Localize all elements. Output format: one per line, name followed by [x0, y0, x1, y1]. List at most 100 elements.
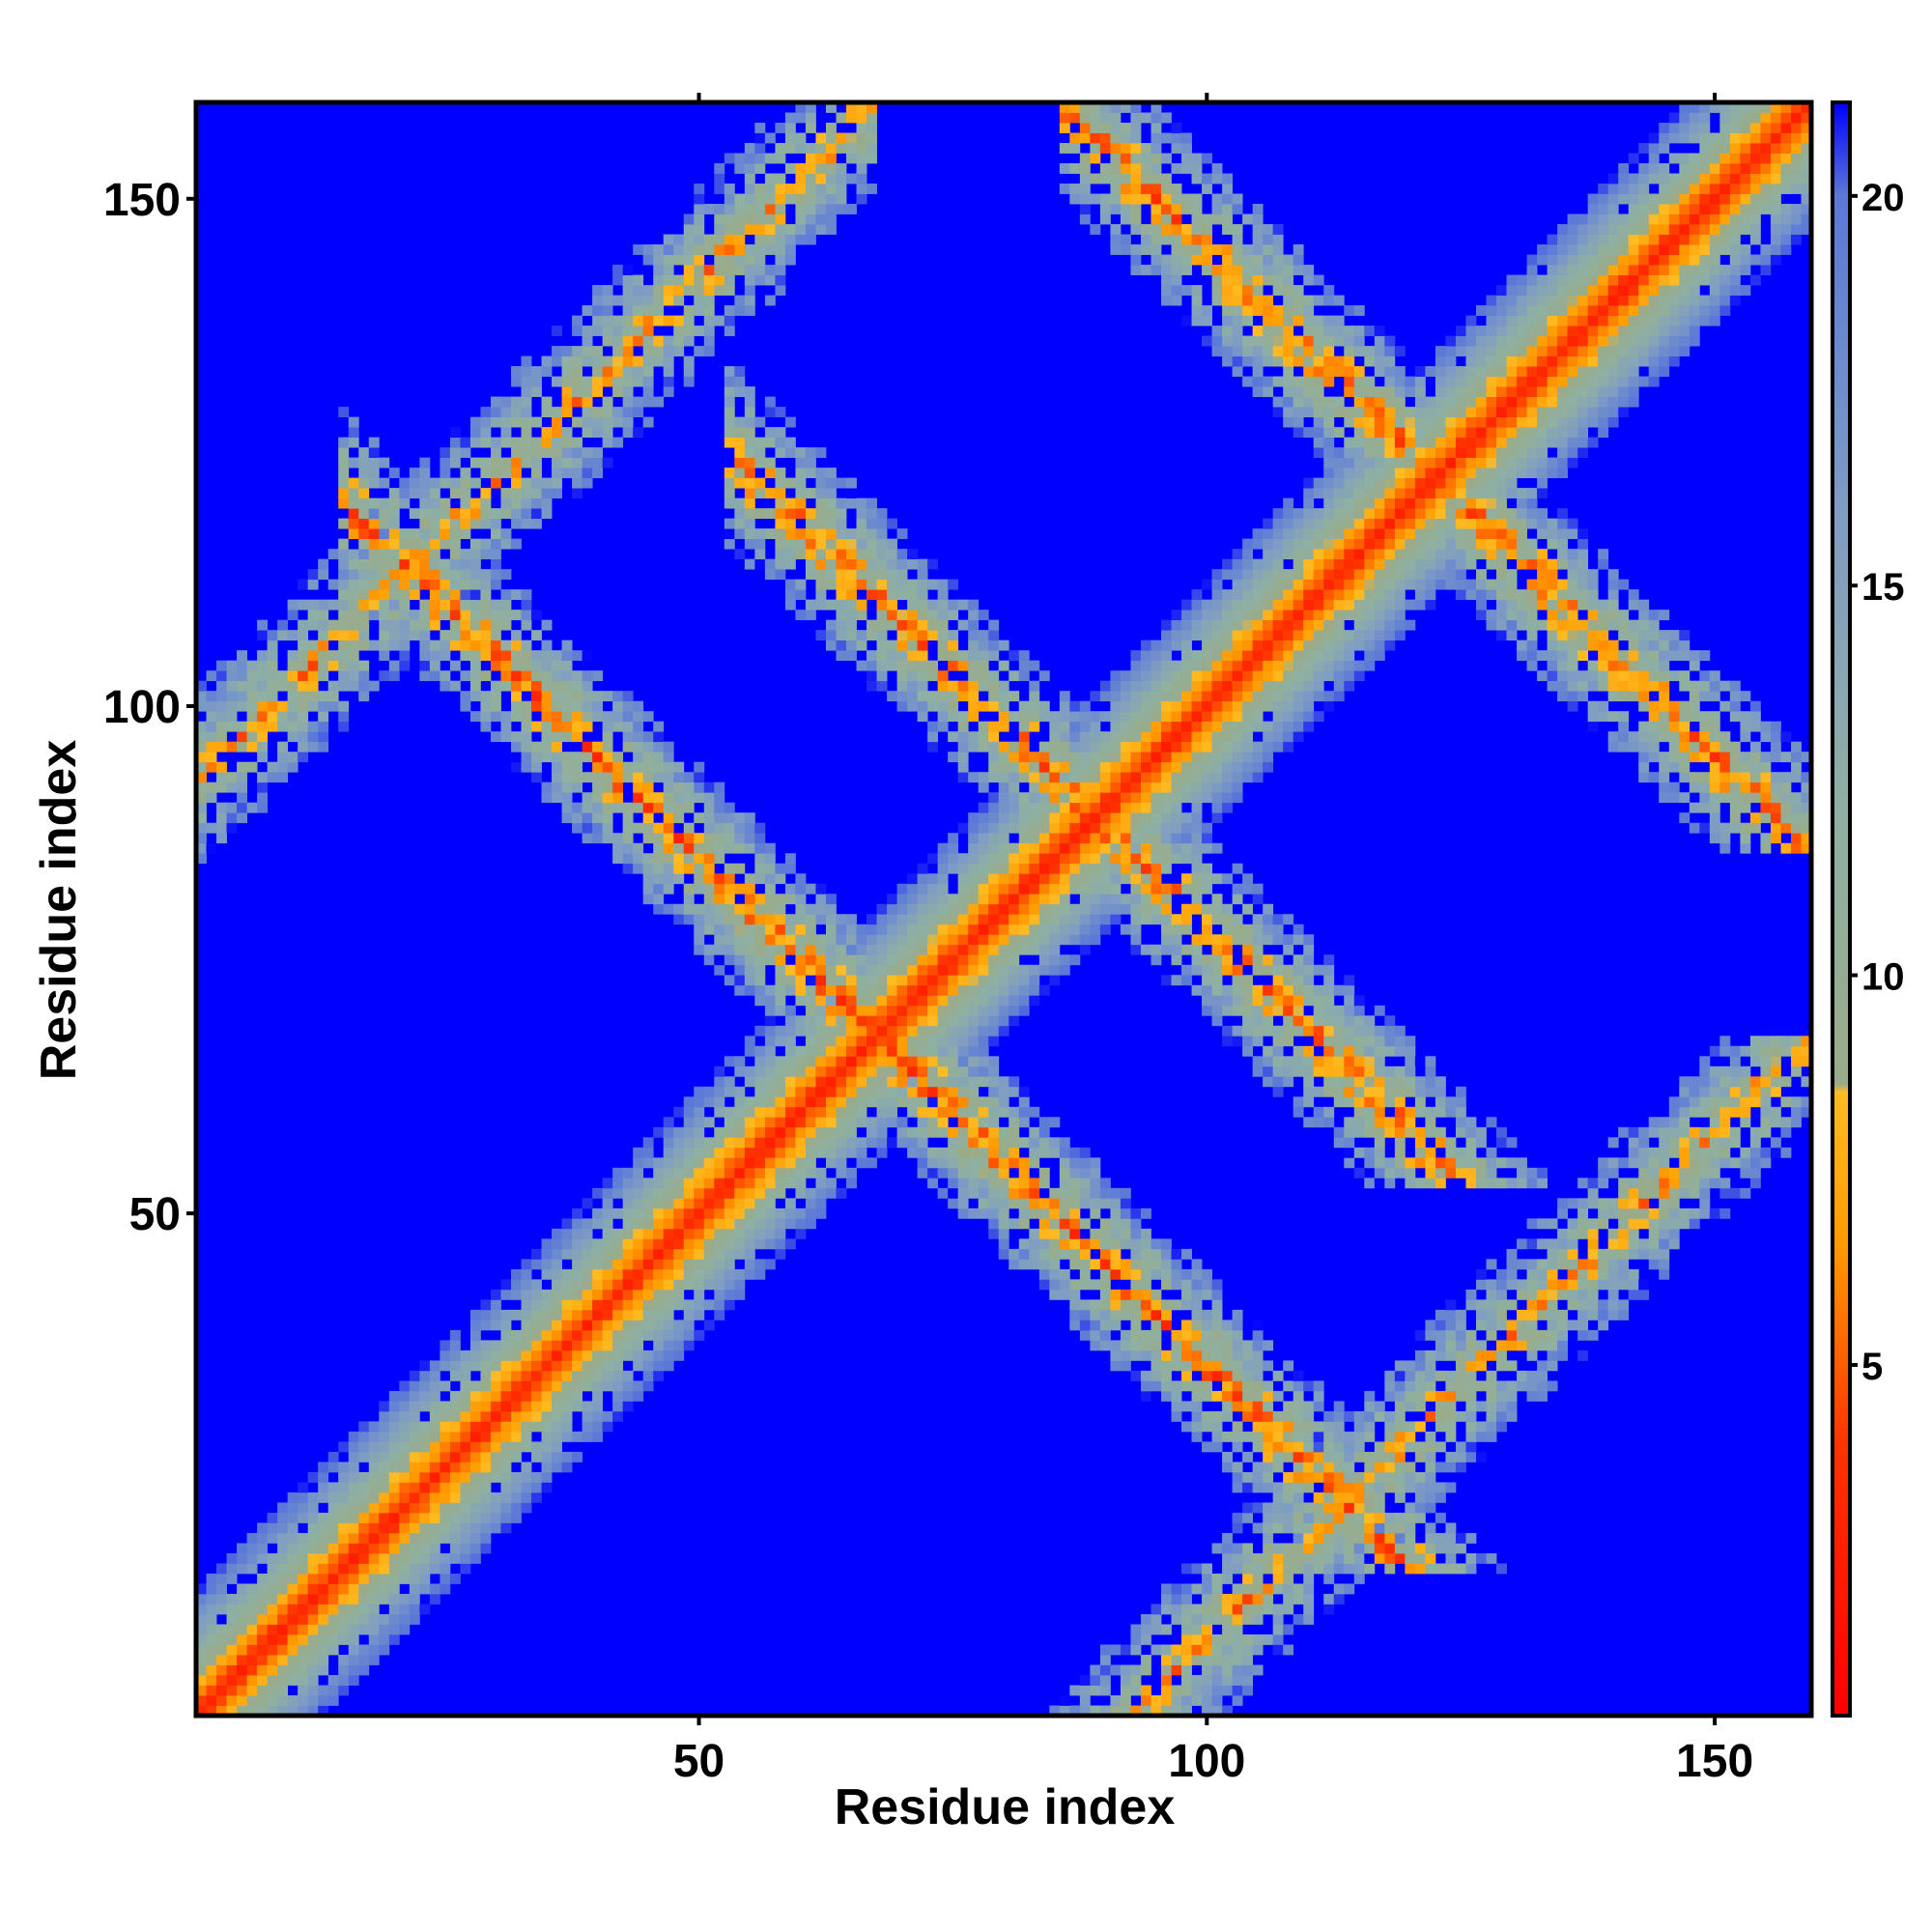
heatmap-cell — [622, 731, 634, 743]
heatmap-cell — [927, 883, 939, 895]
heatmap-cell — [348, 1451, 359, 1463]
heatmap-cell — [521, 407, 532, 417]
heatmap-cell — [988, 1208, 1000, 1219]
heatmap-cell — [1120, 173, 1131, 185]
heatmap-cell — [633, 741, 644, 753]
heatmap-cell — [795, 1056, 807, 1067]
heatmap-cell — [1110, 883, 1122, 895]
heatmap-cell — [1049, 914, 1061, 925]
heatmap-cell — [1181, 772, 1192, 783]
heatmap-cell — [642, 305, 654, 316]
heatmap-cell — [1079, 153, 1091, 164]
heatmap-cell — [683, 792, 695, 804]
heatmap-cell — [409, 558, 420, 570]
heatmap-cell — [825, 995, 837, 1007]
heatmap-cell — [277, 700, 289, 712]
heatmap-cell — [307, 650, 319, 662]
heatmap-cell — [1079, 1268, 1091, 1280]
heatmap-cell — [1029, 944, 1040, 955]
heatmap-cell — [867, 964, 877, 976]
heatmap-cell — [216, 1674, 227, 1686]
heatmap-cell — [694, 812, 705, 824]
heatmap-cell — [988, 1005, 1000, 1016]
heatmap-cell — [744, 396, 755, 408]
heatmap-cell — [1049, 853, 1061, 865]
heatmap-cell — [582, 700, 593, 712]
heatmap-cell — [968, 894, 980, 905]
heatmap-cell — [836, 528, 847, 540]
heatmap-cell — [226, 1634, 238, 1645]
heatmap-cell — [1120, 842, 1131, 854]
heatmap-cell — [531, 1410, 542, 1422]
heatmap-cell — [287, 1583, 298, 1595]
heatmap-cell — [836, 610, 847, 621]
heatmap-cell — [1038, 1279, 1050, 1291]
heatmap-cell — [653, 355, 665, 367]
heatmap-cell — [978, 1137, 989, 1149]
heatmap-cell — [1110, 691, 1122, 702]
heatmap-cell — [348, 619, 359, 631]
heatmap-cell — [1130, 153, 1142, 164]
heatmap-cell — [1140, 1664, 1151, 1676]
heatmap-cell — [937, 721, 949, 732]
heatmap-cell — [907, 680, 919, 692]
heatmap-cell — [1018, 711, 1030, 723]
heatmap-cell — [348, 508, 359, 520]
heatmap-cell — [318, 1532, 329, 1544]
heatmap-cell — [348, 639, 359, 651]
heatmap-cell — [480, 508, 492, 520]
heatmap-cell — [754, 132, 766, 144]
heatmap-cell — [663, 1167, 674, 1179]
heatmap-cell — [449, 518, 461, 529]
heatmap-cell — [1038, 792, 1050, 804]
heatmap-cell — [683, 1096, 695, 1108]
heatmap-cell — [1151, 1705, 1162, 1717]
heatmap-cell — [957, 1106, 969, 1118]
heatmap-cell — [510, 1340, 522, 1351]
heatmap-cell — [1130, 1340, 1142, 1351]
heatmap-cell — [744, 274, 755, 286]
heatmap-cell — [1160, 761, 1172, 773]
heatmap-cell — [1079, 833, 1091, 844]
heatmap-cell — [815, 1096, 827, 1108]
heatmap-cell — [612, 1340, 624, 1351]
heatmap-cell — [642, 315, 654, 327]
heatmap-cell — [805, 1126, 816, 1138]
heatmap-cell — [510, 1482, 522, 1493]
heatmap-cell — [907, 691, 919, 702]
heatmap-cell — [795, 102, 807, 113]
heatmap-cell — [1160, 1370, 1172, 1381]
heatmap-cell — [399, 1604, 411, 1615]
heatmap-cell — [216, 741, 227, 753]
heatmap-cell — [612, 1187, 624, 1199]
heatmap-cell — [957, 914, 969, 925]
heatmap-cell — [1009, 792, 1020, 804]
heatmap-cell — [592, 1309, 604, 1321]
heatmap-cell — [1099, 193, 1111, 205]
heatmap-cell — [775, 995, 786, 1007]
heatmap-cell — [957, 660, 969, 671]
heatmap-cell — [257, 711, 269, 723]
heatmap-cell — [338, 538, 350, 550]
heatmap-cell — [815, 1056, 827, 1067]
heatmap-cell — [815, 549, 827, 560]
heatmap-cell — [1140, 1238, 1151, 1250]
heatmap-cell — [633, 396, 644, 408]
heatmap-cell — [449, 549, 461, 560]
heatmap-cell — [907, 650, 919, 662]
heatmap-cell — [440, 1532, 451, 1544]
heatmap-cell — [775, 954, 786, 966]
heatmap-cell — [683, 355, 695, 367]
heatmap-cell — [1038, 670, 1050, 682]
heatmap-cell — [887, 894, 897, 905]
heatmap-cell — [703, 1117, 715, 1128]
heatmap-cell — [815, 1045, 827, 1057]
heatmap-cell — [876, 1117, 888, 1128]
heatmap-cell — [510, 1329, 522, 1341]
heatmap-cell — [642, 853, 654, 865]
heatmap-cell — [724, 538, 735, 550]
heatmap-cell — [196, 691, 207, 702]
heatmap-cell — [998, 1178, 1009, 1189]
heatmap-cell — [724, 802, 735, 813]
heatmap-cell — [348, 1613, 359, 1625]
